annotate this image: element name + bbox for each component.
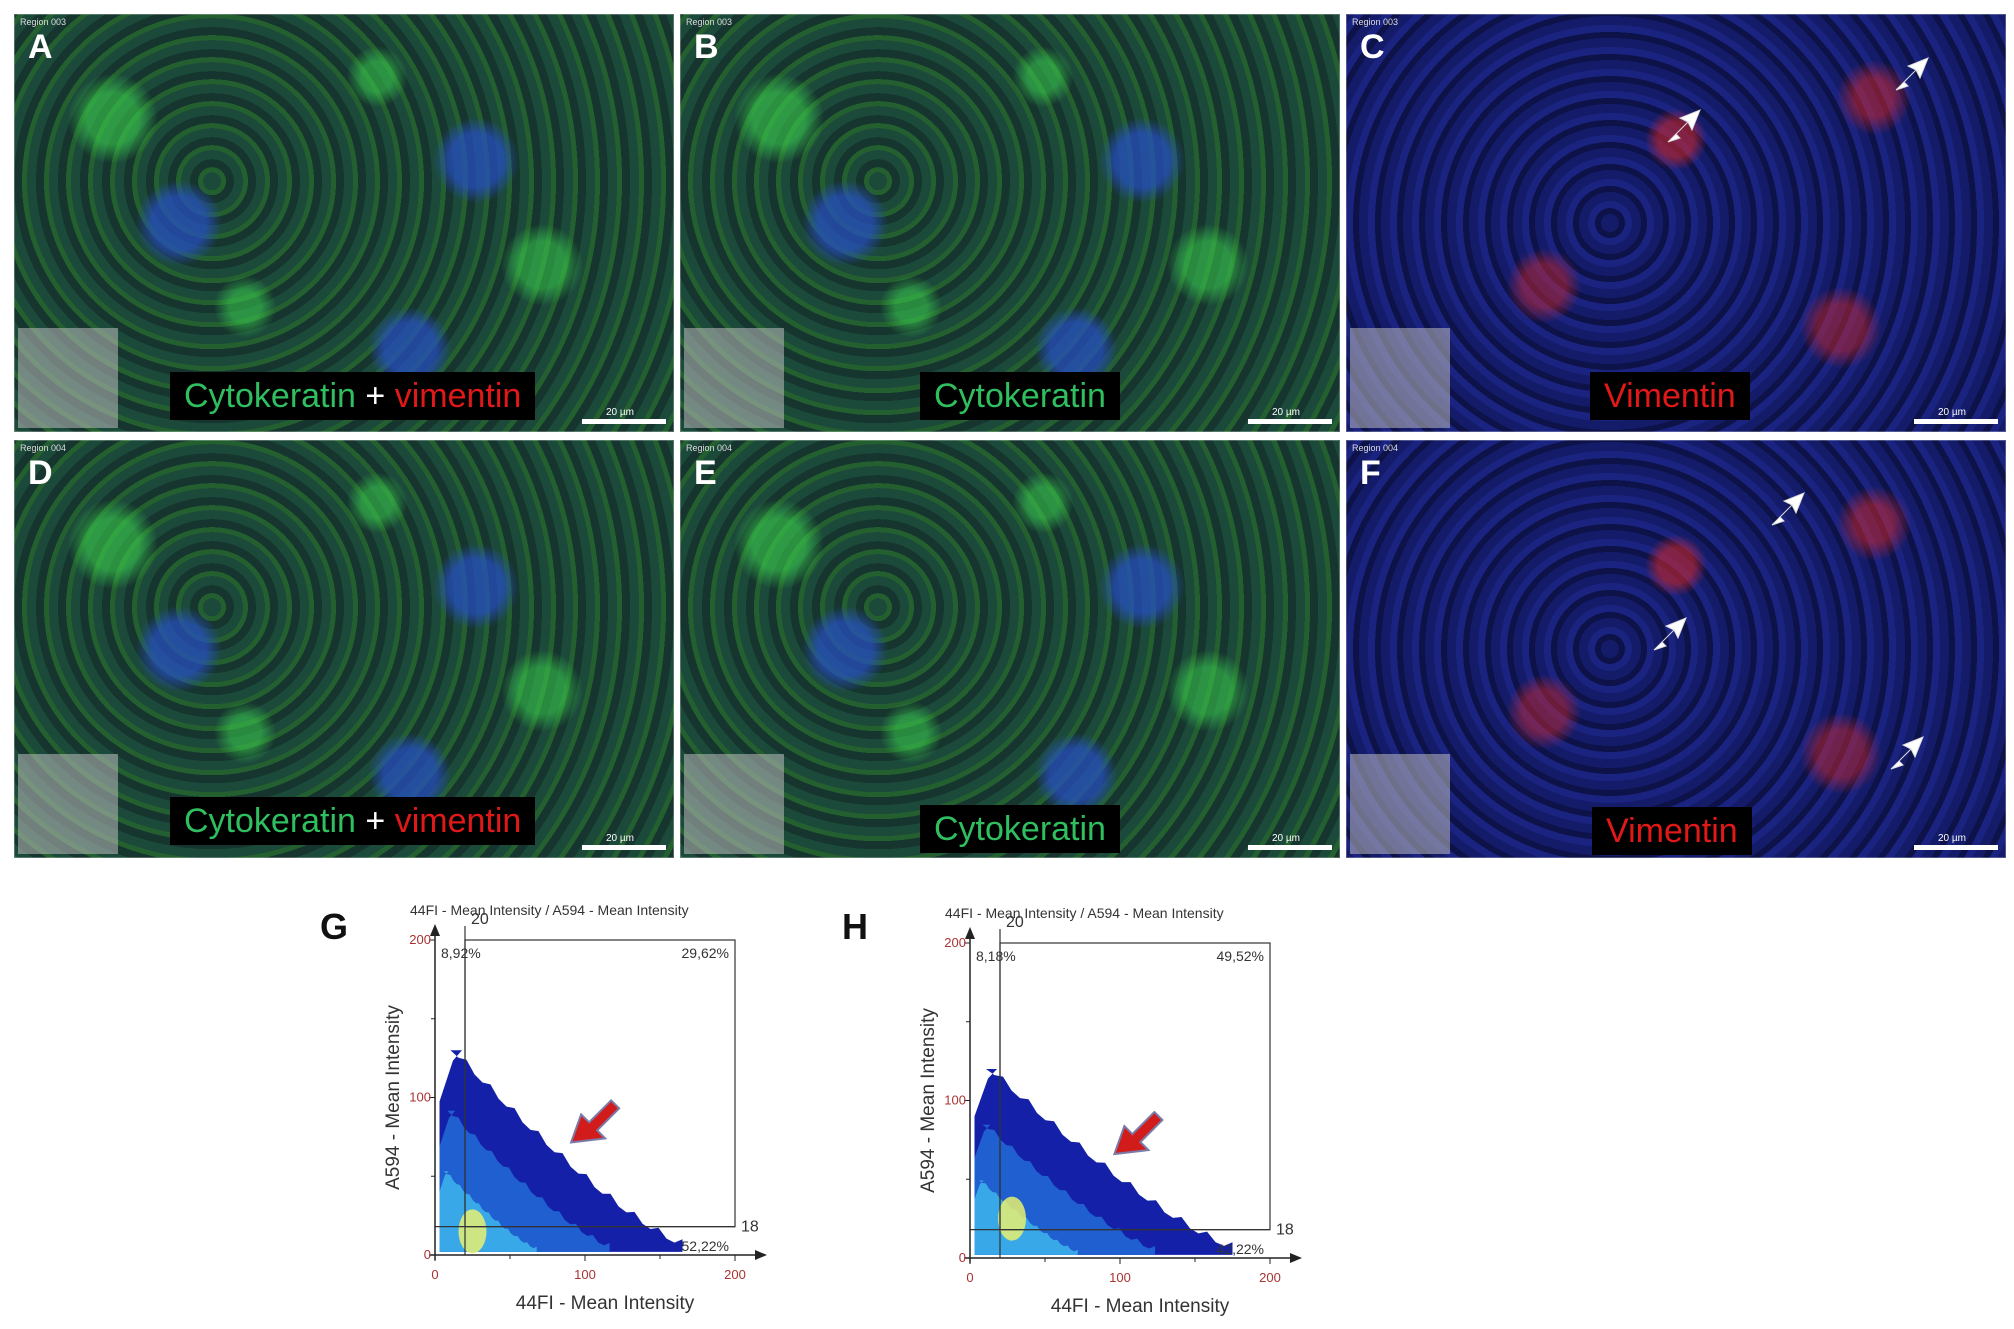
gate-x-label: 20 (471, 911, 489, 928)
micrograph-panel-a: Region 003 A 20 µm (14, 14, 674, 432)
plot-title: 44FI - Mean Intensity / A594 - Mean Inte… (410, 902, 689, 918)
quadrant-upper-right-label: 49,52% (1217, 948, 1264, 964)
x-tick-label: 200 (724, 1267, 746, 1282)
density-hotspot (998, 1196, 1026, 1241)
region-label: Region 004 (20, 443, 67, 453)
stain-label-part: + (355, 377, 395, 415)
x-tick-label: 100 (1109, 1270, 1131, 1285)
gate-y-label: 18 (1276, 1222, 1294, 1239)
micrograph-panel-d: Region 004 D 20 µm (14, 440, 674, 858)
micrograph-panel-e: Region 004 E 20 µm (680, 440, 1340, 858)
panel-letter: C (1360, 28, 1385, 66)
scatter-plot-g: 44FI - Mean Intensity / A594 - Mean Inte… (383, 902, 767, 1314)
micrograph-panel-b: Region 003 B 20 µm (680, 14, 1340, 432)
scale-bar (1248, 419, 1332, 424)
overview-inset (1350, 754, 1450, 854)
stain-label-part: vimentin (394, 802, 522, 840)
x-tick-label: 0 (431, 1267, 438, 1282)
overview-inset (1350, 328, 1450, 428)
quadrant-upper-right-label: 29,62% (682, 945, 729, 961)
stain-label: Cytokeratin (920, 372, 1120, 420)
overview-inset (18, 328, 118, 428)
quadrant-upper-left-label: 8,92% (441, 945, 481, 961)
scatter-plot-h: 44FI - Mean Intensity / A594 - Mean Inte… (918, 905, 1302, 1317)
region-label: Region 003 (686, 17, 733, 27)
overview-inset (684, 328, 784, 428)
scale-bar-label: 20 µm (1938, 833, 1966, 844)
scale-bar-label: 20 µm (1272, 407, 1300, 418)
panel-letter-g: G (320, 906, 349, 947)
stain-label: Cytokeratin + vimentin (170, 797, 536, 845)
gate-y-label: 18 (741, 1219, 759, 1236)
stain-label-part: Vimentin (1604, 377, 1736, 415)
y-axis-label: A594 - Mean Intensity (918, 1008, 939, 1193)
y-tick-label: 0 (424, 1247, 431, 1262)
stain-label: Cytokeratin + vimentin (170, 372, 536, 420)
y-axis-label: A594 - Mean Intensity (383, 1005, 404, 1190)
stain-label-part: vimentin (394, 377, 522, 415)
y-tick-label: 200 (409, 932, 431, 947)
stain-label-part: + (355, 802, 395, 840)
quadrant-lower-right-label: 42,22% (1217, 1241, 1264, 1257)
region-label: Region 004 (1352, 443, 1399, 453)
x-tick-label: 200 (1259, 1270, 1281, 1285)
scale-bar (1248, 845, 1332, 850)
red-arrow-icon (1112, 1110, 1164, 1156)
x-tick-label: 0 (966, 1270, 973, 1285)
x-tick-label: 100 (574, 1267, 596, 1282)
scale-bar (1914, 845, 1998, 850)
scale-bar (582, 845, 666, 850)
stain-label: Cytokeratin (920, 805, 1120, 853)
y-axis-arrow-icon (430, 924, 440, 936)
y-tick-label: 0 (959, 1250, 966, 1265)
overview-inset (684, 754, 784, 854)
x-axis-label: 44FI - Mean Intensity (1051, 1296, 1230, 1317)
panel-letter: E (694, 454, 717, 492)
region-label: Region 003 (20, 17, 67, 27)
stain-label-part: Vimentin (1606, 812, 1738, 850)
scale-bar-label: 20 µm (1938, 407, 1966, 418)
y-tick-label: 200 (944, 935, 966, 950)
gate-x-label: 20 (1006, 914, 1024, 931)
density-hotspot (458, 1209, 487, 1254)
stain-label-part: Cytokeratin (184, 802, 356, 840)
scale-bar-label: 20 µm (606, 833, 634, 844)
panel-letter: B (694, 28, 719, 66)
stain-label: Vimentin (1592, 807, 1752, 855)
y-axis-arrow-icon (965, 927, 975, 939)
panel-letter: A (28, 28, 53, 66)
region-label: Region 004 (686, 443, 733, 453)
stain-label-part: Cytokeratin (184, 377, 356, 415)
panel-letter: D (28, 454, 53, 492)
stain-label-part: Cytokeratin (934, 377, 1106, 415)
overview-inset (18, 754, 118, 854)
region-label: Region 003 (1352, 17, 1399, 27)
y-tick-label: 100 (944, 1093, 966, 1108)
scale-bar (582, 419, 666, 424)
panel-letter-h: H (842, 906, 868, 947)
micrograph-panel-c: Region 003 C 20 µm (1346, 14, 2006, 432)
plot-title: 44FI - Mean Intensity / A594 - Mean Inte… (945, 905, 1224, 921)
panel-letter: F (1360, 454, 1381, 492)
x-axis-label: 44FI - Mean Intensity (516, 1293, 695, 1314)
x-axis-arrow-icon (1290, 1253, 1302, 1263)
micrograph-panel-f: Region 004 F 20 µm (1346, 440, 2006, 858)
y-tick-label: 100 (409, 1090, 431, 1105)
quadrant-upper-left-label: 8,18% (976, 948, 1016, 964)
quadrant-lower-right-label: 52,22% (682, 1238, 729, 1254)
stain-label-part: Cytokeratin (934, 810, 1106, 848)
scale-bar (1914, 419, 1998, 424)
stain-label: Vimentin (1590, 372, 1750, 420)
scale-bar-label: 20 µm (1272, 833, 1300, 844)
x-axis-arrow-icon (755, 1250, 767, 1260)
scale-bar-label: 20 µm (606, 407, 634, 418)
red-arrow-icon (569, 1098, 621, 1144)
